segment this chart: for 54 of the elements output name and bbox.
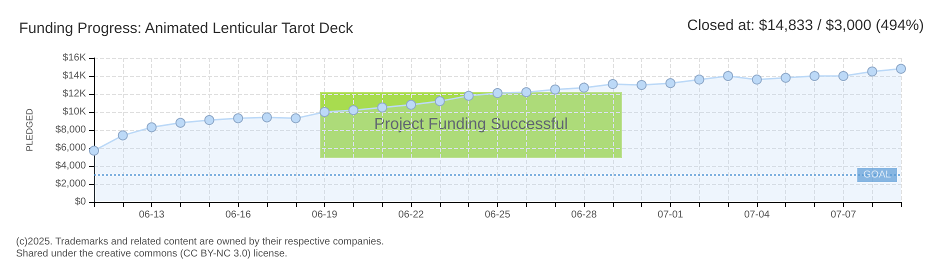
point	[406, 100, 416, 110]
point	[636, 80, 647, 90]
text: Shared under the creative commons (CC BY-NC 3.0) license.	[16, 248, 288, 260]
point	[348, 105, 358, 116]
y-axis-title: PLEDGED	[24, 108, 34, 152]
point	[262, 112, 272, 122]
x-tick-label: 06-19	[312, 210, 338, 220]
x-tick-label: 07-04	[744, 210, 770, 220]
point	[608, 79, 618, 90]
point	[780, 72, 791, 83]
x-tick-label: 06-22	[398, 210, 424, 220]
y-tick-label: $8,000	[55, 124, 86, 136]
x-tick-label: 06-13	[138, 210, 165, 220]
y-tick-label: $6,000	[55, 142, 86, 154]
point	[377, 102, 388, 112]
ref-line-label: GOAL	[863, 170, 892, 180]
point	[665, 78, 676, 88]
y-tick-label: $12K	[62, 88, 86, 100]
text: (c)2025. Trademarks and related content are owned by their respective companies.	[16, 236, 384, 248]
point	[434, 96, 445, 106]
y-tick-label: $14K	[62, 70, 86, 82]
point	[290, 113, 301, 124]
point	[694, 74, 704, 85]
point	[464, 90, 474, 101]
point	[175, 118, 186, 128]
text: Closed at: $14,833 / $3,000 (494%)	[687, 17, 924, 34]
point	[550, 84, 560, 94]
x-tick-label: 06-28	[571, 210, 598, 220]
y-tick-label: $2,000	[55, 178, 86, 190]
point	[723, 71, 734, 81]
x-tick-label: 06-25	[484, 210, 511, 220]
y-tick-label: $0	[74, 196, 86, 208]
point	[752, 74, 762, 85]
point	[896, 64, 906, 74]
y-tick-label: $10K	[62, 106, 86, 118]
point	[320, 107, 330, 117]
x-tick-label: 06-16	[225, 210, 252, 220]
point	[578, 82, 589, 93]
x-tick-label: 07-01	[658, 210, 684, 220]
point	[89, 146, 99, 156]
x-tick-label: 07-07	[830, 210, 857, 220]
point	[204, 115, 214, 126]
y-tick-label: $4,000	[55, 160, 86, 172]
y-tick-label: $16K	[62, 52, 86, 64]
point	[233, 113, 244, 124]
point	[810, 71, 820, 81]
point	[838, 71, 848, 81]
point	[867, 66, 878, 76]
point	[146, 122, 157, 132]
point	[521, 87, 532, 98]
point	[492, 88, 502, 98]
point	[118, 130, 128, 140]
success-banner: Project Funding Successful	[320, 92, 622, 158]
chart-title: Funding Progress: Animated Lenticular Tarot Deck	[19, 20, 354, 37]
